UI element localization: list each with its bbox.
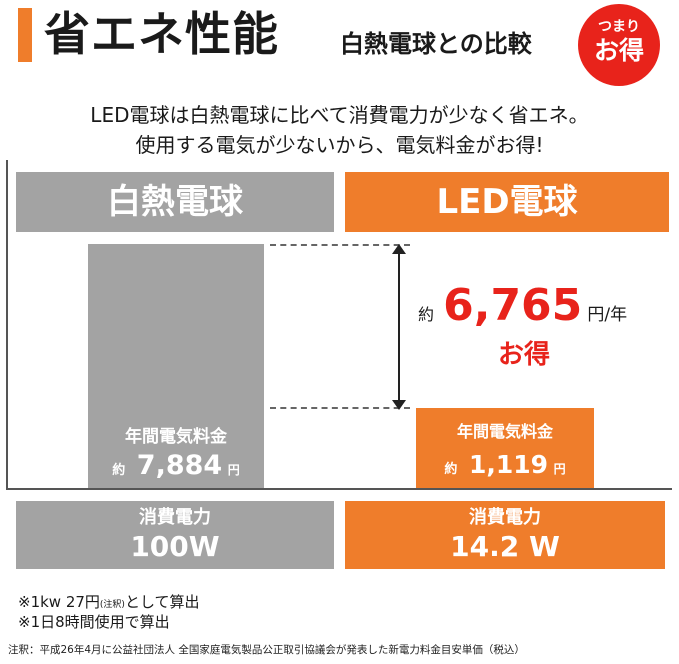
page-subtitle: 白熱電球との比較 [340,30,532,58]
saving-label: お得 [498,340,551,370]
bottom-dashed-line [270,407,410,409]
footnote: 注釈：平成26年4月に公益社団法人 全国家庭電気製品公正取引協議会が発表した新電… [8,644,525,656]
note-2: ※1日8時間使用で算出 [18,613,170,631]
led-cost-value: 1,119 [468,450,549,479]
incandescent-power-box: 消費電力 100W [16,501,334,569]
incandescent-approx: 約 [112,463,126,478]
led-approx: 約 [444,462,458,477]
chart-axis-horizontal [6,488,672,490]
note-1-prefix: ※1kw 27円 [18,593,100,611]
incandescent-cost-value: 7,884 [136,450,223,481]
incandescent-power-value: 100W [130,530,220,563]
led-header: LED電球 [345,172,669,232]
incandescent-header: 白熱電球 [16,172,334,232]
incandescent-cost-label: 年間電気料金 [125,427,227,447]
note-1: ※1kw 27円(注釈)として算出 [18,592,200,615]
arrow-up-icon [392,244,406,254]
top-dashed-line [270,244,410,246]
saving-approx: 約 [418,305,435,324]
badge-line-1: つまり [598,19,640,35]
led-cost-bar [416,408,594,488]
difference-arrow-line [398,252,400,402]
saving-unit: 円/年 [587,305,628,325]
incandescent-power-label: 消費電力 [139,507,211,528]
incandescent-cost-unit: 円 [227,463,240,477]
led-cost-row: 約 1,119 円 [416,450,594,479]
chart-axis-vertical [6,160,8,490]
saving-amount-row: 約 6,765 円/年 [418,280,627,331]
intro-line-2: 使用する電気が少ないから、電気料金がお得! [135,133,544,157]
note-1-small: (注釈) [99,600,125,610]
badge-line-2: お得 [593,36,644,65]
led-cost-unit: 円 [553,462,566,476]
title-accent-bar [18,8,32,62]
led-cost-label: 年間電気料金 [456,422,553,441]
led-power-label: 消費電力 [469,507,541,528]
incandescent-cost-row: 約 7,884 円 [88,450,264,481]
intro-line-1: LED電球は白熱電球に比べて消費電力が少なく省エネ。 [90,103,589,127]
led-power-value: 14.2 W [450,530,560,563]
note-1-suffix: として算出 [124,593,200,611]
page-title: 省エネ性能 [44,7,279,61]
savings-badge: つまり お得 [578,4,660,86]
arrow-down-icon [392,400,406,410]
led-power-box: 消費電力 14.2 W [345,501,665,569]
saving-value: 6,765 [443,280,583,331]
incandescent-cost-bar [88,244,264,488]
